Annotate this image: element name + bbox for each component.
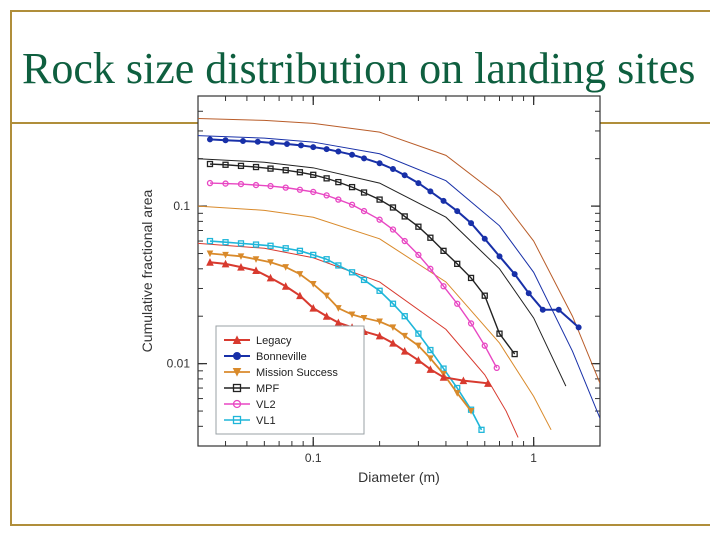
- svg-text:Diameter (m): Diameter (m): [358, 469, 440, 485]
- svg-text:0.1: 0.1: [305, 451, 322, 465]
- slide-border-bottom: [10, 524, 710, 526]
- chart-legend: Legacy Bonneville Mission Success MPF VL2 VL1: [216, 326, 364, 434]
- svg-text:1: 1: [530, 451, 537, 465]
- svg-text:Mission Success: Mission Success: [256, 367, 338, 379]
- svg-text:0.01: 0.01: [167, 357, 191, 371]
- svg-text:VL1: VL1: [256, 415, 276, 427]
- svg-text:Legacy: Legacy: [256, 335, 292, 347]
- svg-text:MPF: MPF: [256, 383, 280, 395]
- slide-border-top: [10, 10, 710, 12]
- svg-text:Bonneville: Bonneville: [256, 351, 307, 363]
- slide-border-left: [10, 10, 12, 526]
- svg-text:Cumulative fractional area: Cumulative fractional area: [139, 189, 155, 352]
- rock-distribution-chart: 0.1 1 0.01 0.1 Diameter (m) Cumulative fracti…: [134, 86, 614, 494]
- slide-frame: Rock size distribution on landing sites …: [0, 0, 720, 540]
- chart-svg: 0.1 1 0.01 0.1 Diameter (m) Cumulative fracti…: [134, 86, 614, 494]
- svg-text:VL2: VL2: [256, 399, 276, 411]
- svg-text:0.1: 0.1: [173, 199, 190, 213]
